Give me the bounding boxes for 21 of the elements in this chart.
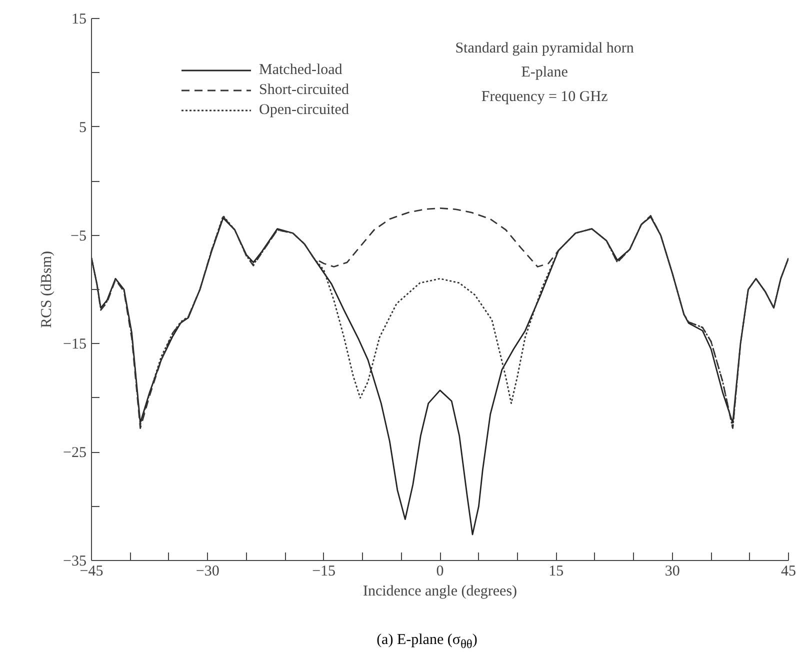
- annotation: Frequency = 10 GHz: [481, 89, 608, 106]
- annotation: Standard gain pyramidal horn: [455, 40, 634, 56]
- annotation: E-plane: [521, 64, 568, 81]
- x-tick-label: 45: [781, 564, 796, 580]
- y-tick-label: 5: [79, 120, 86, 136]
- legend-label: Matched-load: [259, 62, 342, 78]
- y-tick-label: −15: [63, 336, 87, 353]
- y-tick-label: −35: [63, 554, 87, 570]
- x-tick-label: 15: [548, 564, 564, 580]
- y-tick-label: −5: [70, 228, 87, 244]
- x-tick-label: 30: [664, 564, 680, 580]
- y-axis-title: RCS (dBsm): [39, 250, 56, 328]
- y-tick-label: 15: [72, 12, 86, 28]
- y-tick-label: −25: [63, 445, 87, 462]
- legend-label: Open-circuited: [259, 102, 349, 118]
- x-tick-label: 0: [436, 564, 444, 580]
- text: (a) E-plane (σ$_{θθ}$): [376, 631, 478, 653]
- x-tick-label: −30: [196, 564, 220, 580]
- x-axis-title: Incidence angle (degrees): [362, 584, 518, 600]
- x-tick-label: −15: [312, 564, 336, 580]
- legend-label: Short-circuited: [259, 82, 349, 98]
